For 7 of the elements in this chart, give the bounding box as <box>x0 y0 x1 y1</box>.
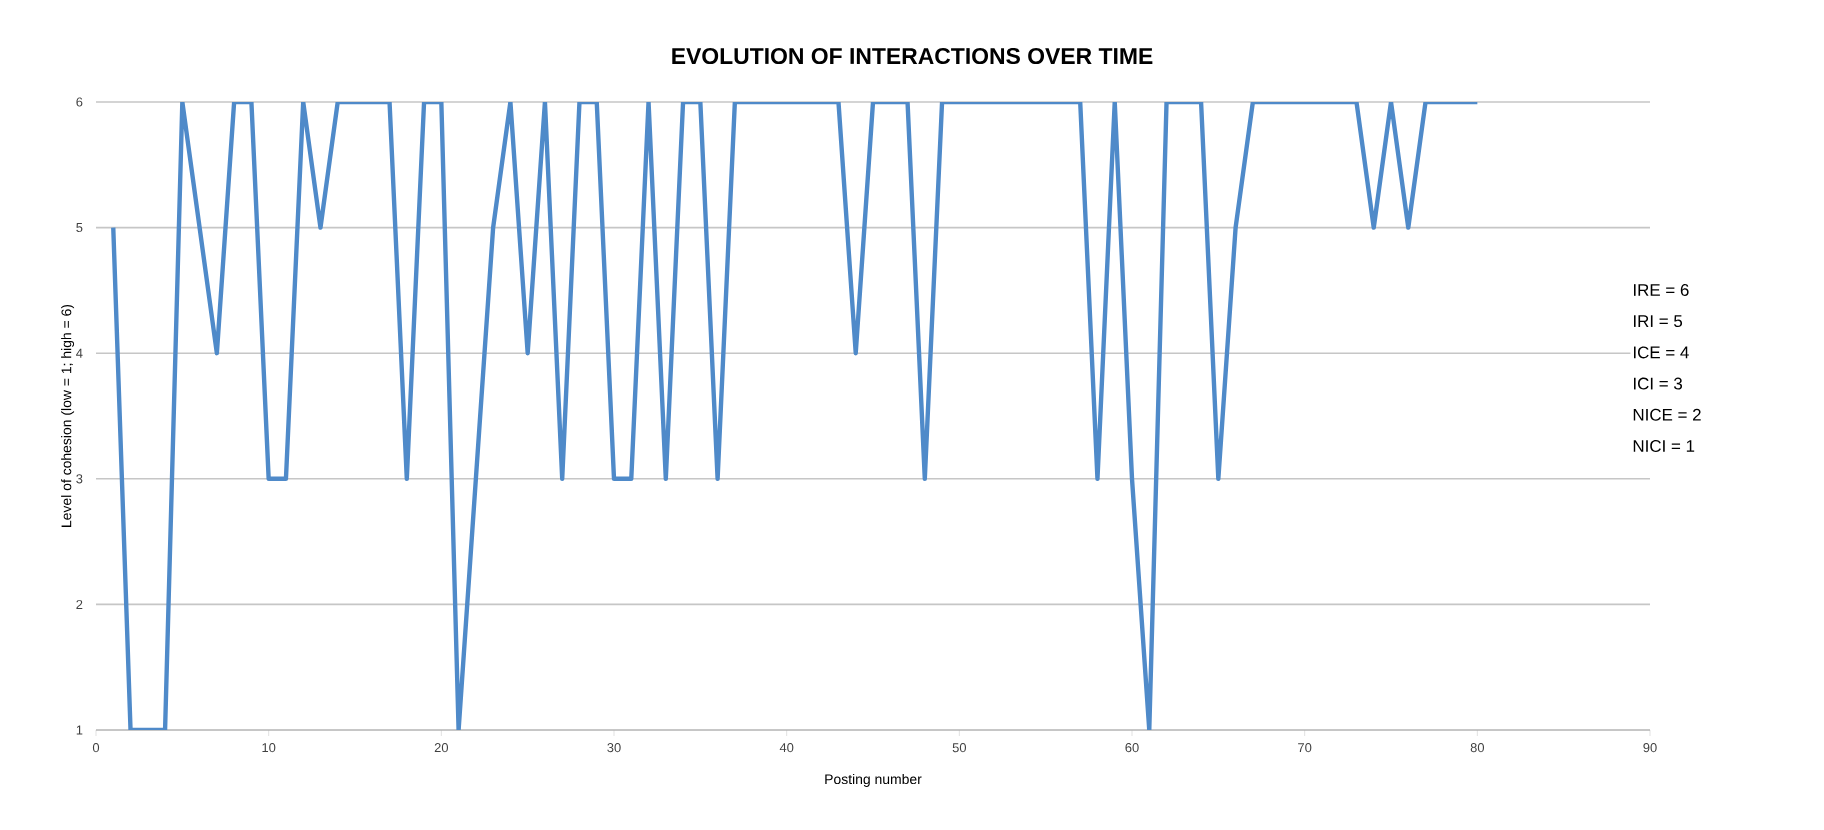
chart-title: EVOLUTION OF INTERACTIONS OVER TIME <box>672 47 1153 65</box>
annotation: NICI = 1 <box>1633 440 1695 452</box>
annotation: NICE = 2 <box>1633 408 1701 421</box>
annotation: IRE = 6 <box>1633 284 1689 296</box>
annotation: ICI = 3 <box>1633 377 1683 390</box>
annotation: IRI = 5 <box>1633 315 1683 328</box>
annotation: ICE = 4 <box>1633 346 1689 359</box>
